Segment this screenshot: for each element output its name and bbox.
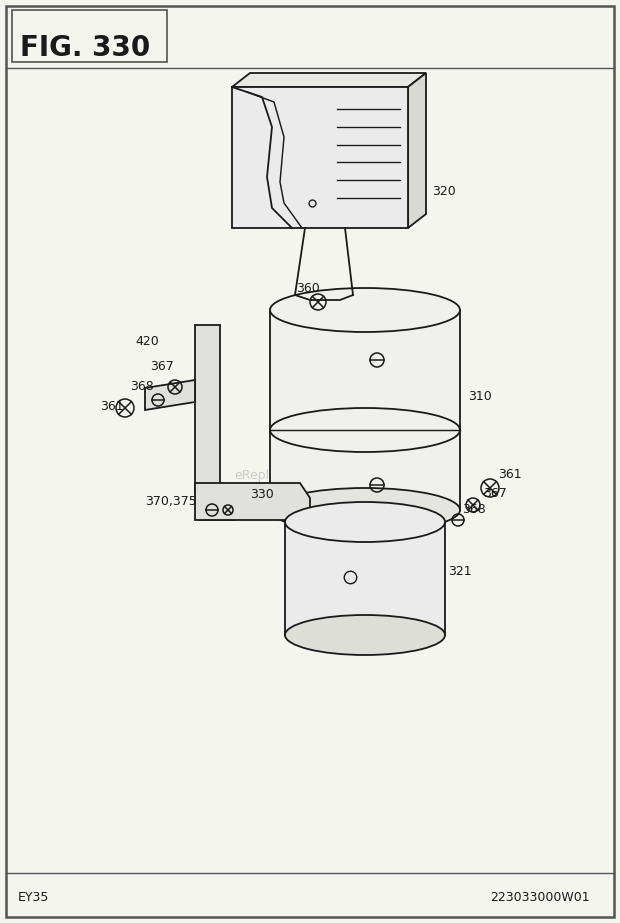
Text: 367: 367 — [150, 360, 174, 373]
Polygon shape — [232, 73, 426, 87]
Polygon shape — [195, 325, 220, 505]
Text: 368: 368 — [130, 380, 154, 393]
Text: 360: 360 — [296, 282, 320, 295]
Text: 368: 368 — [462, 503, 485, 516]
Polygon shape — [195, 490, 235, 520]
Polygon shape — [270, 310, 460, 510]
Ellipse shape — [270, 288, 460, 332]
Text: 361: 361 — [498, 468, 521, 481]
Polygon shape — [408, 73, 426, 228]
Text: FIG. 330: FIG. 330 — [20, 34, 150, 62]
Text: 367: 367 — [483, 487, 507, 500]
Polygon shape — [145, 380, 195, 410]
Polygon shape — [195, 483, 310, 520]
Polygon shape — [232, 87, 408, 228]
Text: 310: 310 — [468, 390, 492, 403]
Bar — [12, 10, 167, 62]
Text: 223033000W01: 223033000W01 — [490, 891, 590, 904]
Ellipse shape — [285, 502, 445, 542]
Ellipse shape — [285, 615, 445, 655]
Text: 330: 330 — [250, 488, 274, 501]
Text: EY35: EY35 — [18, 891, 50, 904]
Polygon shape — [285, 522, 445, 635]
Text: eReplacementParts.com: eReplacementParts.com — [234, 469, 386, 482]
Text: 370,375: 370,375 — [145, 495, 197, 508]
Text: 420: 420 — [135, 335, 159, 348]
Ellipse shape — [270, 488, 460, 532]
Text: 361: 361 — [100, 400, 123, 413]
Text: 320: 320 — [432, 185, 456, 198]
Text: 321: 321 — [448, 565, 472, 578]
